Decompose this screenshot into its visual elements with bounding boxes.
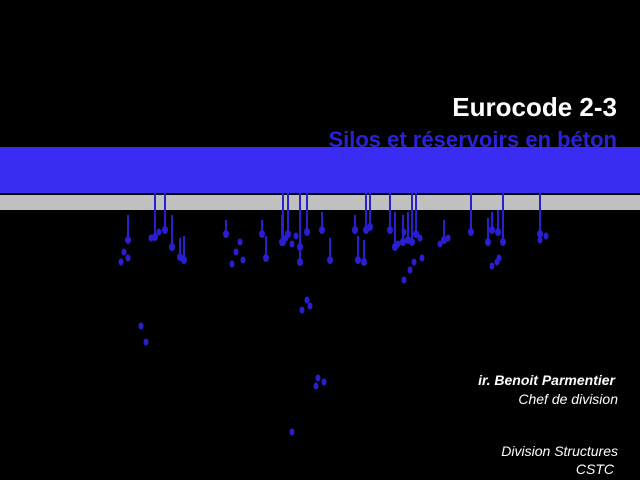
drop <box>237 238 243 246</box>
drop <box>181 256 187 264</box>
drop <box>537 230 543 238</box>
drop <box>319 226 325 234</box>
drop <box>352 226 358 234</box>
drop <box>299 306 305 314</box>
drop <box>400 238 406 246</box>
drop <box>401 228 407 236</box>
drop <box>468 228 474 236</box>
drop <box>279 238 285 246</box>
drop <box>118 258 124 266</box>
drop <box>233 248 239 256</box>
drop <box>543 232 549 240</box>
drop <box>138 322 144 330</box>
drop <box>307 302 313 310</box>
drop <box>283 234 289 242</box>
drop <box>289 428 295 436</box>
drop <box>445 234 451 242</box>
drop <box>152 233 158 241</box>
drop <box>125 236 131 244</box>
blue-band <box>0 147 640 193</box>
drop <box>169 243 175 251</box>
drop <box>367 223 373 231</box>
drop <box>263 254 269 262</box>
drop <box>419 254 425 262</box>
drop <box>407 266 413 274</box>
drop <box>148 234 154 242</box>
department: Division Structures <box>501 443 618 459</box>
drop <box>327 256 333 264</box>
drop <box>405 236 411 244</box>
drop <box>355 256 361 264</box>
drop <box>395 240 401 248</box>
organization-name: CSTC <box>576 461 615 477</box>
drop <box>361 258 367 266</box>
drop <box>495 228 501 236</box>
author-role: Chef de division <box>518 391 618 407</box>
gray-band <box>0 195 640 210</box>
drop <box>401 276 407 284</box>
drop <box>489 262 495 270</box>
drop <box>315 374 321 382</box>
drop <box>223 230 229 238</box>
drop <box>489 226 495 234</box>
slide-title: Eurocode 2-3 <box>452 92 617 122</box>
drips <box>118 193 549 436</box>
drop <box>293 232 299 240</box>
drop <box>297 258 303 266</box>
drop <box>121 248 127 256</box>
drop <box>313 382 319 390</box>
drop <box>125 254 131 262</box>
drop <box>500 238 506 246</box>
drop <box>411 258 417 266</box>
drop <box>304 228 310 236</box>
drop <box>162 226 168 234</box>
drop <box>321 378 327 386</box>
author-name: ir. Benoit Parmentier <box>478 372 616 388</box>
drop <box>156 228 162 236</box>
drop <box>229 260 235 268</box>
drop <box>240 256 246 264</box>
drop <box>289 240 295 248</box>
drop <box>417 234 423 242</box>
drop <box>413 230 419 238</box>
drop <box>485 238 491 246</box>
drop <box>494 258 500 266</box>
drop <box>437 240 443 248</box>
drop <box>304 296 310 304</box>
drop <box>259 230 265 238</box>
drop <box>537 236 543 244</box>
drop <box>143 338 149 346</box>
drop <box>387 226 393 234</box>
